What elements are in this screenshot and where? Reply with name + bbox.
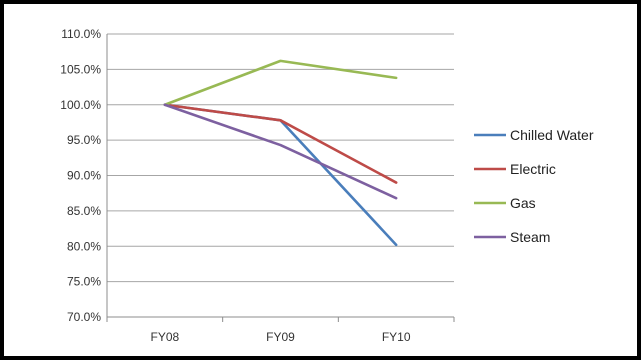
y-tick-label: 80.0% (67, 239, 101, 253)
y-axis-labels: 70.0% 75.0% 80.0% 85.0% 90.0% 95.0% 100.0% 105.… (60, 27, 101, 324)
y-tick-label: 100.0% (60, 98, 101, 112)
legend-label-gas: Gas (510, 195, 536, 211)
x-tick-label: FY10 (382, 330, 411, 344)
legend-label-electric: Electric (510, 161, 556, 177)
x-axis-labels: FY08 FY09 FY10 (106, 317, 455, 344)
legend-label-chilled-water: Chilled Water (510, 127, 594, 143)
legend-label-steam: Steam (510, 229, 550, 245)
y-tick-label: 75.0% (67, 275, 101, 289)
plot-series (163, 59, 398, 247)
y-tick-label: 90.0% (67, 169, 101, 183)
gridlines (106, 33, 454, 318)
line-chart: 70.0% 75.0% 80.0% 85.0% 90.0% 95.0% 100.0% 105.… (60, 27, 594, 344)
x-tick-label: FY09 (266, 330, 295, 344)
series-line-chilled-water (163, 103, 398, 247)
y-tick-label: 70.0% (67, 310, 101, 324)
series-line-steam (163, 103, 398, 200)
y-tick-label: 85.0% (67, 204, 101, 218)
series-line-gas (163, 59, 398, 107)
series-line-electric (163, 103, 398, 184)
legend: Chilled Water Electric Gas Steam (474, 127, 594, 245)
x-tick-label: FY08 (150, 330, 179, 344)
y-tick-label: 105.0% (60, 62, 101, 76)
y-tick-label: 110.0% (61, 27, 101, 41)
y-tick-label: 95.0% (67, 133, 101, 147)
